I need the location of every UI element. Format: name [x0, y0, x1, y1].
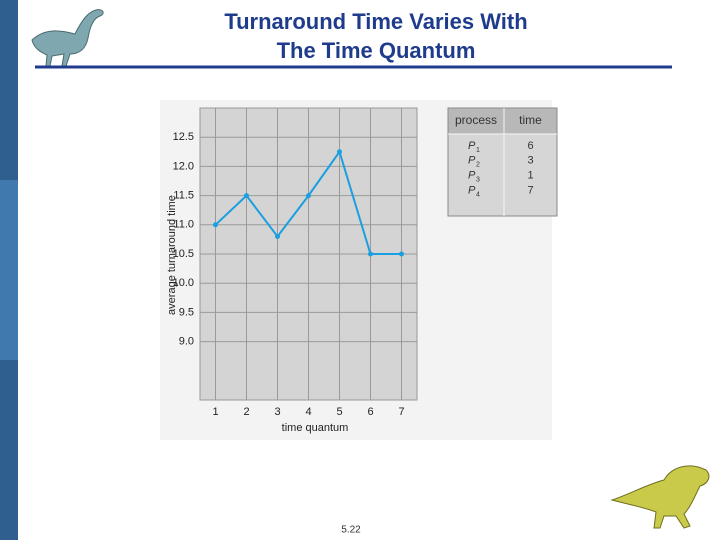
x-tick-label: 2	[243, 406, 249, 418]
y-tick-label: 12.5	[173, 131, 194, 143]
process-subscript: 2	[476, 162, 480, 169]
y-tick-label: 9.5	[179, 306, 194, 318]
dinosaur-icon	[610, 465, 710, 529]
table-body-bg	[448, 134, 557, 216]
side-bar-segment	[0, 180, 18, 360]
y-tick-label: 11.0	[173, 219, 194, 231]
y-tick-label: 10.0	[173, 277, 194, 289]
x-tick-label: 4	[305, 406, 311, 418]
burst-time: 1	[527, 170, 533, 182]
table-header-bg	[448, 108, 557, 134]
page-number: 5.22	[341, 525, 361, 536]
slide-title: The Time Quantum	[277, 38, 476, 63]
x-tick-label: 1	[212, 406, 218, 418]
burst-time: 7	[527, 184, 533, 196]
chart: 9.0 9.5 10.0 10.5 11.0 11.5 12.0 12.5 1 2 3 4 5 6 7 tim…	[166, 108, 417, 434]
slide-title: Turnaround Time Varies With	[224, 9, 527, 34]
data-point	[399, 251, 404, 257]
process-subscript: 4	[476, 191, 480, 198]
data-point	[275, 233, 280, 239]
x-tick-label: 7	[398, 406, 404, 418]
y-tick-label: 10.5	[173, 248, 194, 260]
x-tick-label: 3	[274, 406, 280, 418]
y-tick-label: 9.0	[179, 336, 194, 348]
table-border	[447, 107, 558, 217]
y-tick-label: 12.0	[173, 160, 194, 172]
data-point	[337, 149, 342, 155]
process-name: P	[468, 155, 476, 167]
process-name: P	[468, 170, 476, 182]
data-point	[368, 251, 373, 257]
data-point	[306, 193, 311, 199]
data-point	[213, 222, 218, 228]
process-subscript: 1	[476, 147, 480, 154]
table-header: process	[455, 113, 497, 127]
y-tick-label: 11.5	[173, 190, 194, 202]
table-header: time	[519, 113, 542, 127]
data-point	[244, 193, 249, 199]
x-axis-label: time quantum	[282, 422, 349, 434]
dinosaur-icon	[31, 9, 104, 67]
burst-time: 6	[527, 140, 533, 152]
x-tick-label: 5	[336, 406, 342, 418]
process-name: P	[468, 140, 476, 152]
x-tick-label: 6	[367, 406, 373, 418]
process-name: P	[468, 184, 476, 196]
burst-time: 3	[527, 155, 533, 167]
y-axis-label: average turnaround time	[166, 195, 178, 315]
process-subscript: 3	[476, 176, 480, 183]
